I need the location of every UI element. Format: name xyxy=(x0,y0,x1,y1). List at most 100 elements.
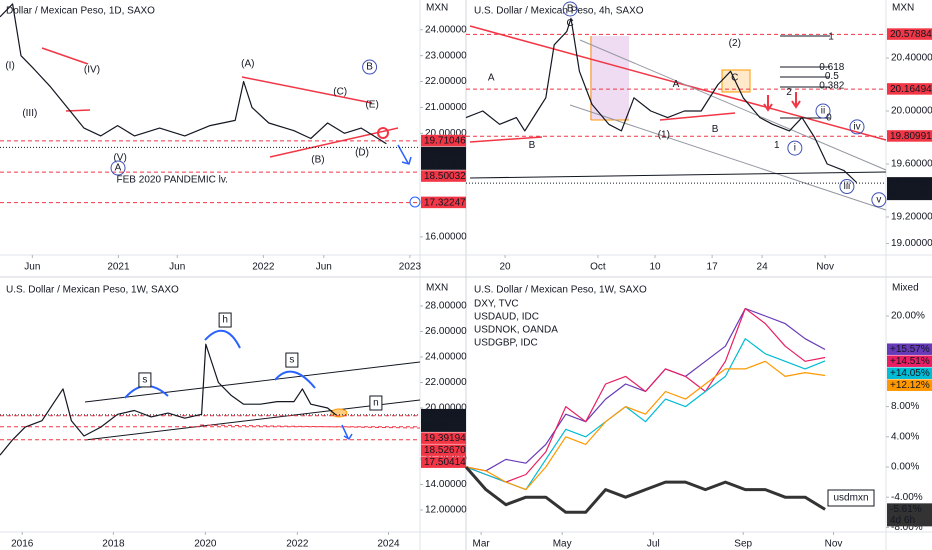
annotation: (IV) xyxy=(84,65,100,76)
countdown: 01:51:01 xyxy=(890,189,929,200)
y-tick-label: 19.00000 xyxy=(891,238,932,249)
price-label xyxy=(887,355,932,367)
wave-marker xyxy=(839,179,855,195)
annotation: iii xyxy=(844,181,851,192)
x-tick-label: Jun xyxy=(169,262,185,273)
price-label xyxy=(421,146,466,170)
y-tick-label: 19.20000 xyxy=(891,212,932,223)
chart-title: Dollar / Mexican Peso, 1D, SAXO xyxy=(6,6,155,17)
annotation: s xyxy=(289,355,294,366)
price-label-text: +15.57% xyxy=(890,344,930,355)
drawings xyxy=(469,25,887,211)
x-tick-label: Jul xyxy=(647,539,660,550)
y-tick-label: 24.00000 xyxy=(425,24,467,35)
y-tick-label: 20.00000 xyxy=(425,128,467,139)
annotation: (B) xyxy=(311,155,324,166)
annotation: (III) xyxy=(22,108,37,119)
pattern-marker xyxy=(138,372,152,388)
y-tick-label: 20.00% xyxy=(891,311,925,322)
price-label-text: 19.45560 xyxy=(424,147,466,158)
annotation: C xyxy=(731,73,738,84)
y-tick-label: 16.00000 xyxy=(425,232,467,243)
y-tick-label: 19.60000 xyxy=(891,159,932,170)
axis-unit: MXN xyxy=(426,283,448,294)
price-label-text: +12.12% xyxy=(890,380,930,391)
price-label-text: 18.52670 xyxy=(424,445,466,456)
annotation: h xyxy=(222,315,228,326)
axis-unit: MXN xyxy=(426,3,448,14)
wave-marker xyxy=(871,192,887,208)
x-tick-label: Sep xyxy=(734,539,752,550)
price-label-text: +14.05% xyxy=(890,368,930,379)
annotation: 0.5 xyxy=(825,71,839,82)
price-label-text: 20.16494 xyxy=(890,84,932,95)
legend-entry: DXY, TVC xyxy=(474,299,519,310)
price-label-text: 19.71046 xyxy=(424,135,466,146)
price-label xyxy=(887,503,932,527)
y-tick-label: 21.00000 xyxy=(425,102,467,113)
x-tick-label: Jun xyxy=(316,262,332,273)
annotation: A xyxy=(115,163,122,174)
annotation: B xyxy=(712,124,719,135)
wave-marker xyxy=(562,1,578,17)
annotation: n xyxy=(373,398,379,409)
price-label-text: 19.45560 xyxy=(424,410,466,421)
x-tick-label: 2018 xyxy=(102,539,125,550)
annotation: 0.618 xyxy=(819,62,844,73)
wave-marker xyxy=(110,160,126,176)
series-line xyxy=(0,3,387,145)
pattern-marker xyxy=(218,312,232,328)
y-tick-label: 14.00000 xyxy=(425,479,467,490)
legend-entry: USDNOK, OANDA xyxy=(474,325,558,336)
chart-title: U.S. Dollar / Mexican Peso, 1W, SAXO xyxy=(474,285,647,296)
y-tick-label: 24.00000 xyxy=(425,352,467,363)
axis-unit: Mixed xyxy=(892,283,919,294)
x-tick-label: Jun xyxy=(24,262,40,273)
price-label-text: 19.39194 xyxy=(424,433,466,444)
legend-entry: usdmxn xyxy=(833,493,868,504)
price-label xyxy=(421,456,466,468)
chart-title: U.S. Dollar / Mexican Peso, 4h, SAXO xyxy=(474,6,644,17)
annotation: B xyxy=(529,140,536,151)
series-line xyxy=(465,307,826,483)
wave-marker xyxy=(849,119,865,135)
annotation: B xyxy=(366,62,373,73)
y-tick-label: 22.00000 xyxy=(425,76,467,87)
annotation: 0 xyxy=(826,112,832,123)
price-label xyxy=(421,408,466,432)
wave-marker xyxy=(362,59,378,75)
wave-marker xyxy=(815,103,831,119)
price-label xyxy=(887,28,932,40)
price-label-text: 19.45560 xyxy=(890,178,932,189)
price-label xyxy=(421,134,466,147)
legend-entry: USDAUD, IDC xyxy=(474,312,539,323)
annotation: 1 xyxy=(774,140,780,151)
x-tick-label: Nov xyxy=(816,262,834,273)
y-tick-label: 23.00000 xyxy=(425,50,467,61)
price-label xyxy=(421,196,466,209)
series-line xyxy=(0,343,337,456)
x-tick-label: May xyxy=(553,539,572,550)
y-tick-label: 8.00% xyxy=(891,401,919,412)
pattern-marker xyxy=(285,352,299,368)
pattern-marker xyxy=(369,395,383,411)
x-tick-label: 2021 xyxy=(107,262,130,273)
axis-unit: MXN xyxy=(892,3,914,14)
x-tick-label: 20 xyxy=(499,262,511,273)
annotation: (D) xyxy=(355,148,369,159)
x-tick-label: Nov xyxy=(825,539,843,550)
wave-marker xyxy=(787,140,803,156)
annotation: v xyxy=(876,194,881,205)
x-tick-label: 2024 xyxy=(377,539,400,550)
price-label-text: 18.50032 xyxy=(424,171,466,182)
y-tick-label: 20.00000 xyxy=(425,403,467,414)
annotation: i xyxy=(794,143,796,154)
x-tick-label: 2016 xyxy=(11,539,34,550)
y-tick-label: 28.00000 xyxy=(425,301,467,312)
price-label-text: 20.57884 xyxy=(890,29,932,40)
drawings xyxy=(84,329,421,441)
y-tick-label: -4.00% xyxy=(891,492,923,503)
price-label-text: 17.32247 xyxy=(424,197,466,208)
